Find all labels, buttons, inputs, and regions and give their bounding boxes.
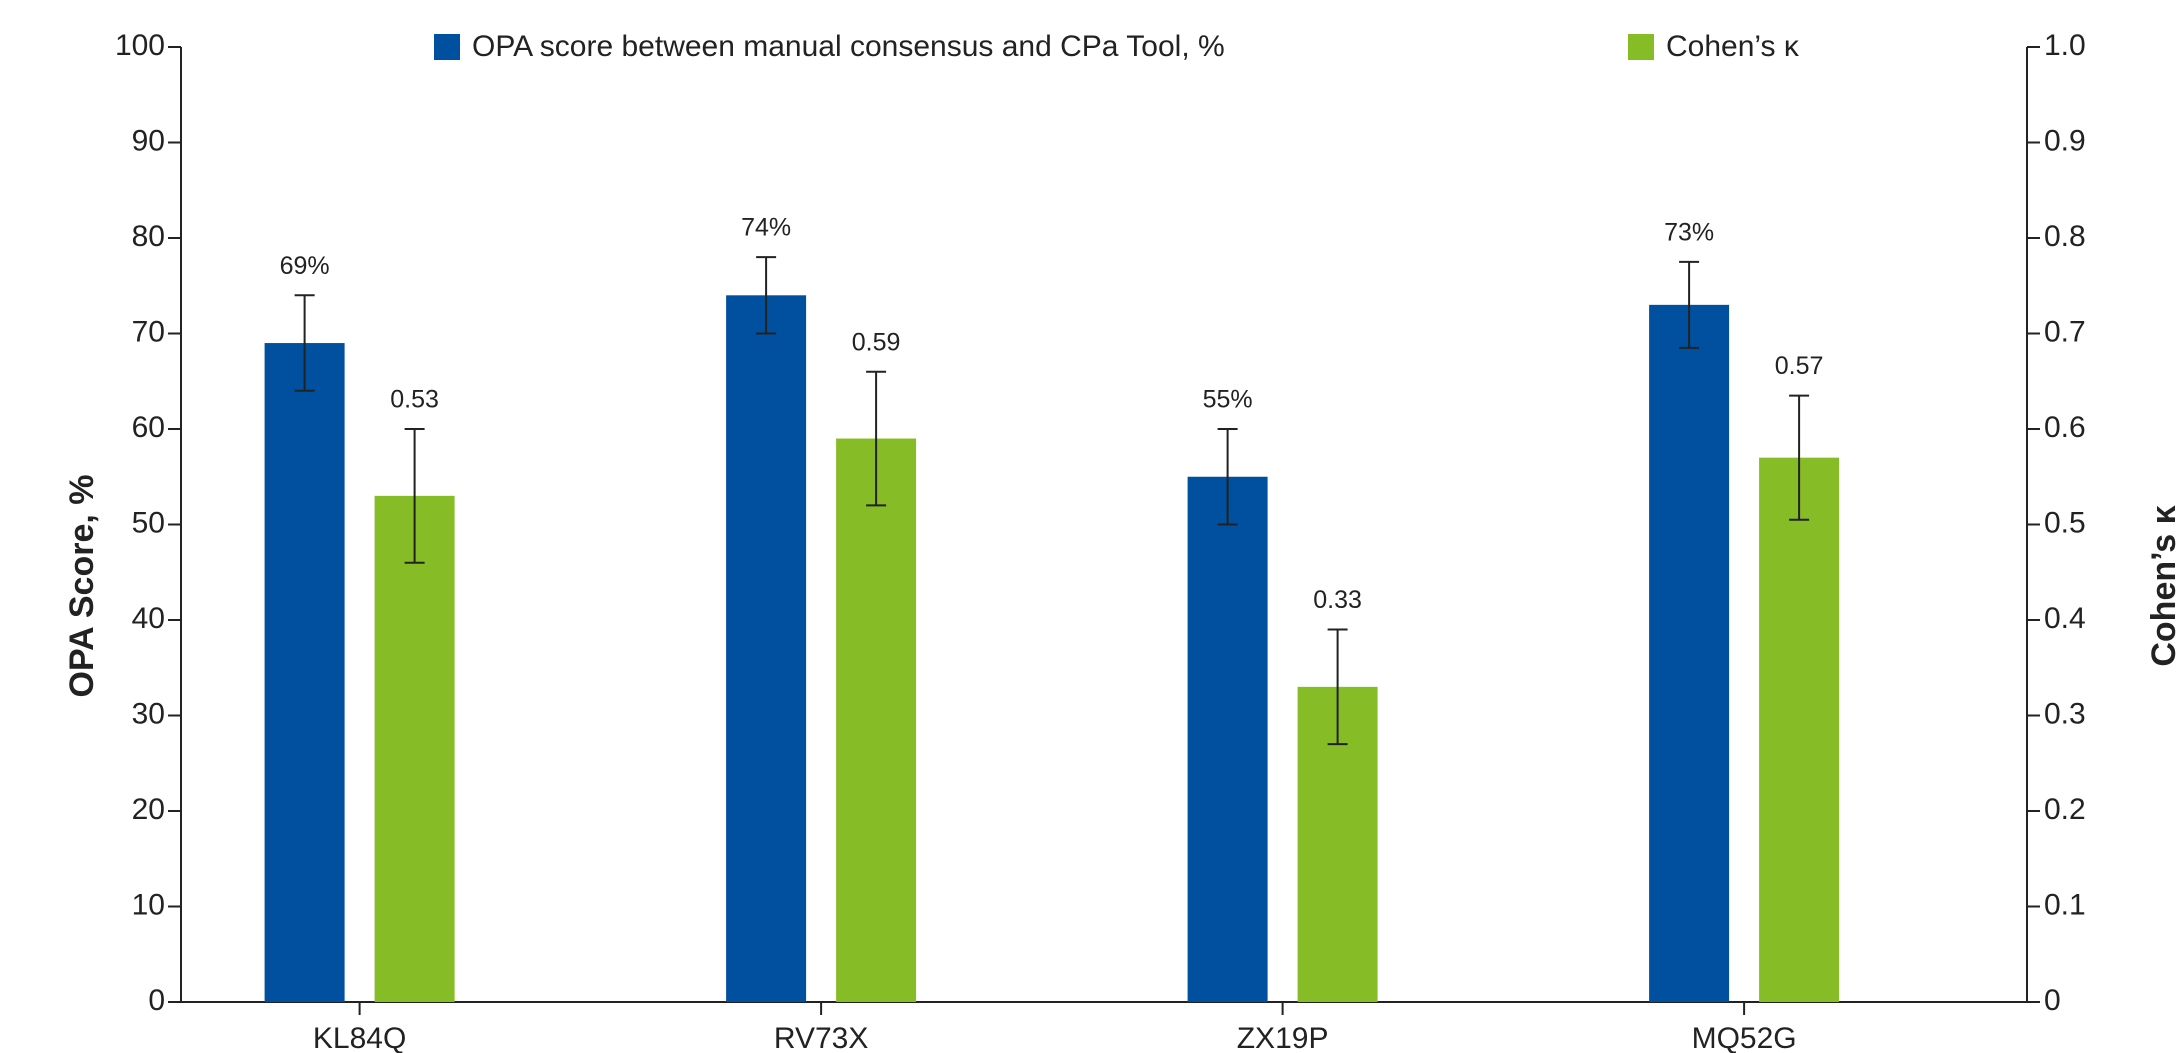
- value-label: 0.57: [1775, 352, 1824, 380]
- y2-tick-label: 0.2: [2044, 793, 2086, 826]
- x-tick-label: MQ52G: [1692, 1022, 1797, 1053]
- value-label: 0.53: [390, 386, 439, 414]
- y-tick-label: 100: [115, 29, 165, 62]
- y-tick-label: 40: [132, 602, 165, 635]
- bar: [1759, 457, 1840, 1002]
- error-bar: [1789, 394, 1810, 521]
- y-tick-label: 50: [132, 506, 165, 539]
- bar: [374, 495, 455, 1002]
- y2-tick-label: 0.3: [2044, 697, 2086, 730]
- error-bar: [1679, 260, 1700, 349]
- value-label: 0.33: [1313, 586, 1362, 614]
- value-label: 74%: [741, 214, 791, 242]
- error-bar: [1217, 428, 1238, 526]
- value-label: 55%: [1203, 386, 1253, 414]
- y-tick-label: 20: [132, 793, 165, 826]
- bar: [264, 343, 345, 1002]
- value-label: 69%: [280, 252, 330, 280]
- error-bar: [294, 294, 315, 392]
- y2-tick-label: 0: [2044, 984, 2061, 1017]
- x-tick-label: RV73X: [774, 1022, 869, 1053]
- y-tick-label: 10: [132, 888, 165, 921]
- y-tick-label: 60: [132, 411, 165, 444]
- y2-tick-label: 0.9: [2044, 124, 2086, 157]
- y2-tick-label: 0.1: [2044, 888, 2086, 921]
- y2-tick-label: 0.7: [2044, 315, 2086, 348]
- bar: [726, 295, 807, 1002]
- y2-tick-label: 0.8: [2044, 220, 2086, 253]
- bar: [836, 438, 917, 1002]
- error-bar: [404, 428, 425, 564]
- y2-tick-label: 0.6: [2044, 411, 2086, 444]
- x-tick-label: KL84Q: [313, 1022, 406, 1053]
- y-tick-label: 80: [132, 220, 165, 253]
- legend-swatch: [1628, 34, 1654, 60]
- value-label: 73%: [1664, 218, 1714, 246]
- x-tick-label: ZX19P: [1237, 1022, 1329, 1053]
- legend-swatch: [434, 34, 460, 60]
- y2-tick-label: 0.4: [2044, 602, 2086, 635]
- y2-axis-title: Cohen’s κ: [2145, 505, 2183, 666]
- y-tick-label: 0: [148, 984, 165, 1017]
- value-label: 0.59: [852, 328, 901, 356]
- legend-label: OPA score between manual consensus and C…: [472, 30, 1225, 63]
- bar: [1187, 476, 1268, 1002]
- y-tick-label: 30: [132, 697, 165, 730]
- error-bar: [756, 256, 777, 335]
- error-bar: [1327, 628, 1348, 746]
- y2-tick-label: 0.5: [2044, 506, 2086, 539]
- y-axis-title: OPA Score, %: [63, 475, 101, 698]
- y-tick-label: 90: [132, 124, 165, 157]
- legend-label: Cohen’s κ: [1666, 30, 1800, 63]
- error-bar: [866, 370, 887, 507]
- y2-tick-label: 1.0: [2044, 29, 2086, 62]
- bar: [1649, 304, 1730, 1003]
- y-tick-label: 70: [132, 315, 165, 348]
